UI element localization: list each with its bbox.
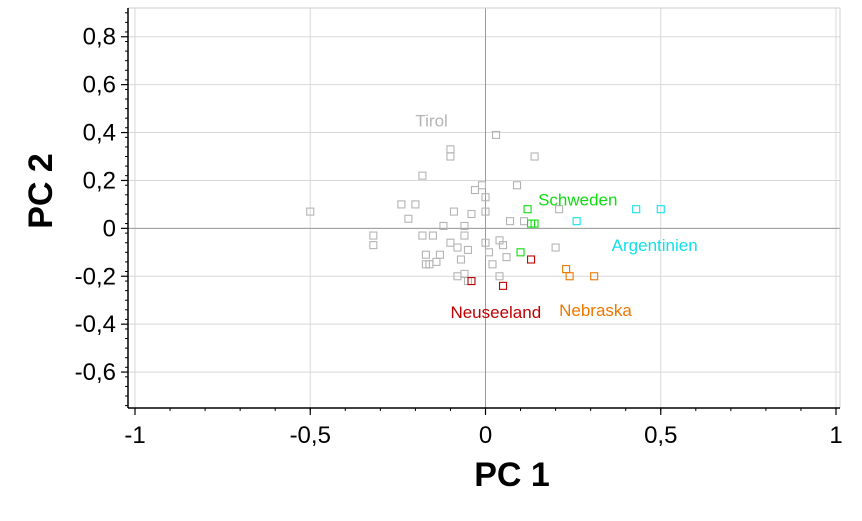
data-point [565,272,574,281]
data-point [498,281,508,290]
data-point [439,221,448,231]
data-point [397,200,406,209]
data-point [421,250,430,259]
data-point [562,265,571,274]
data-point [470,185,480,195]
x-tick-label: 1 [829,422,842,449]
data-point [369,241,378,250]
data-point [446,238,455,247]
data-point [551,243,560,252]
data-point [418,231,427,240]
data-point [505,217,515,226]
group-labels: Tirol Schweden Argentinien Neuseeland Nebras… [415,112,697,323]
data-point [418,171,427,180]
data-point [481,193,490,202]
x-tick-label: -1 [124,422,145,449]
data-point [411,200,420,209]
data-point [446,152,455,161]
data-point [572,217,581,226]
data-point [530,152,539,161]
data-point [520,217,529,226]
y-tick-label: -0,6 [75,359,116,386]
data-point [463,245,473,254]
group-label-tirol: Tirol [415,112,447,131]
data-point [428,231,437,240]
y-tick-label: 0,4 [83,120,116,147]
y-tick-label: 0,8 [83,24,116,51]
plot-frame [127,7,841,409]
data-point [460,231,469,240]
data-point [488,260,497,269]
data-point [498,241,508,250]
data-point [467,209,476,219]
data-point [512,181,522,190]
data-point [446,145,455,154]
x-tick-label: 0 [479,422,492,449]
data-point [460,221,469,231]
group-label-schweden: Schweden [538,191,617,210]
data-point [516,248,525,257]
x-axis-title: PC 1 [474,456,550,494]
y-tick-label: -0,2 [75,263,116,290]
data-point [555,205,564,214]
data-point [435,250,444,259]
y-tick-label: 0,2 [83,167,116,194]
data-points [306,130,665,290]
data-point [456,255,466,264]
series-neuseeland [467,255,536,290]
group-label-argentinien: Argentinien [612,236,698,255]
data-point [453,243,462,252]
series-nebraska [562,265,599,281]
series-tirol [306,130,564,286]
data-point [527,255,536,264]
group-label-nebraska: Nebraska [559,301,632,320]
y-axis-title: PC 2 [22,153,60,229]
data-point [467,277,476,286]
data-point [481,207,490,216]
data-point [656,205,665,214]
data-point [449,207,459,216]
data-point [523,205,532,214]
x-tick-label: 0,5 [644,422,677,449]
x-tick-label: -0,5 [290,422,331,449]
y-tick-label: -0,4 [75,311,116,338]
data-point [491,130,501,139]
group-label-neuseeland: Neuseeland [450,303,541,322]
data-point [369,231,378,240]
y-tick-label: 0,6 [83,72,116,99]
series-schweden [516,205,539,257]
data-point [590,272,599,281]
y-tick-label: 0 [103,215,116,242]
data-point [404,214,413,223]
data-point [481,238,490,247]
data-point [484,248,494,257]
data-point [306,207,315,216]
data-point [632,205,641,214]
data-point [495,272,504,281]
data-point [477,181,487,190]
data-point [502,253,511,262]
data-point [432,257,441,266]
series-argentinien [572,205,665,226]
data-point [530,219,539,228]
axis-ticks: -0,6 -0,4 -0,2 0 0,2 0,4 0,6 0,8 -1 -0,5 0 0,5 1 [75,12,843,449]
